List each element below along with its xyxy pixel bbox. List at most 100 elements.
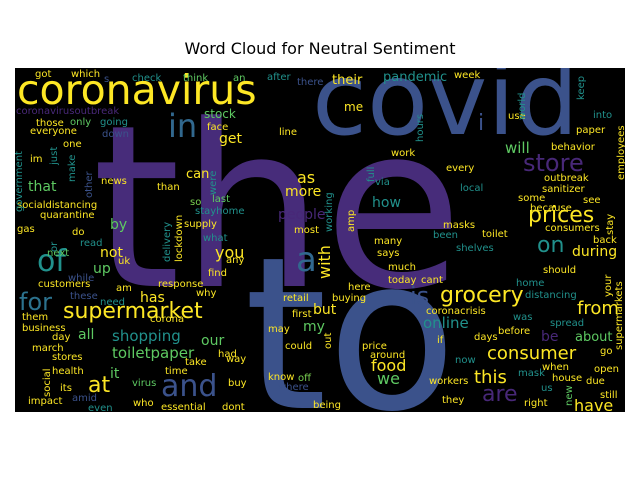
word: to [244,211,457,458]
word: are [482,382,518,407]
word: what [203,233,228,244]
word: consumers [545,223,600,234]
word: quarantine [40,210,95,221]
word: due [586,376,605,387]
word: when [542,362,569,373]
word: distancing [525,290,577,301]
word: pandemic [383,70,447,85]
word: here [348,282,371,293]
word: make [67,155,78,182]
word: business [22,323,66,334]
word: toilet [482,229,508,240]
word: was [513,312,533,323]
word: food [371,356,406,375]
word: hours [415,114,426,142]
word: masks [443,220,475,231]
word: consumer [487,343,577,364]
word: had [218,349,237,360]
word: were [208,171,219,195]
word: everyone [30,126,77,137]
word: stores [52,352,83,363]
word: with [315,245,334,279]
word: health [52,366,84,377]
word: prices [528,203,594,228]
word: week [454,70,480,81]
word: time [165,366,188,377]
word: employees [616,125,627,180]
word: says [377,248,399,259]
word: but [313,302,337,318]
word: go [600,346,612,357]
word: we [377,369,400,388]
word: those [36,118,64,129]
word: supply [184,219,217,230]
word: because [530,203,572,214]
word: if [437,335,444,346]
word: find [208,268,227,279]
word: during [572,244,617,260]
word: line [279,127,297,138]
word: new [564,385,575,406]
word: much [388,262,416,273]
word: corona [150,314,184,325]
word: many [374,236,402,247]
word: back [593,235,617,246]
word: will [505,139,530,157]
word: retail [283,293,309,304]
word: stock [204,107,236,121]
word: virus [132,378,156,389]
word: news [101,176,127,187]
word: shelves [456,243,494,254]
word: a [296,240,317,280]
word: them [22,312,48,323]
word: check [132,73,161,84]
word: via [375,177,390,188]
word: around [370,350,405,361]
word: response [158,279,203,290]
word: down [102,129,129,140]
word: coronavirus [17,66,257,114]
word: every [446,163,474,174]
word: right [524,398,548,409]
word: cant [421,275,443,286]
word: i [478,111,484,136]
word: into [593,110,612,121]
word: am [116,283,132,294]
word: price [362,341,387,352]
word: way [226,354,246,365]
word: more [285,184,321,200]
word: of [37,244,67,279]
word: any [226,255,244,266]
word: shopping [112,327,181,345]
word: after [267,72,292,83]
word: still [600,390,617,401]
word: its [60,383,72,394]
word: by [110,217,127,233]
word: get [219,131,243,147]
word: just [49,147,60,166]
word: socialdistancing [17,200,97,211]
word: think [183,73,208,84]
word: take [185,357,207,368]
word: keep [576,76,587,100]
word: out [323,333,334,349]
word: their [332,73,363,88]
word: going [100,117,128,128]
word: outbreak [544,173,589,184]
word: toiletpaper [112,344,195,362]
word: while [68,273,94,284]
word: open [594,364,619,375]
word: may [268,324,290,335]
word: buying [332,293,366,304]
word: my [303,319,325,335]
word: been [433,230,458,241]
word: the [92,77,463,340]
word: some [518,193,545,204]
word: be [541,329,559,345]
word: work [391,148,415,159]
word: see [583,195,601,206]
word: all [78,327,94,343]
